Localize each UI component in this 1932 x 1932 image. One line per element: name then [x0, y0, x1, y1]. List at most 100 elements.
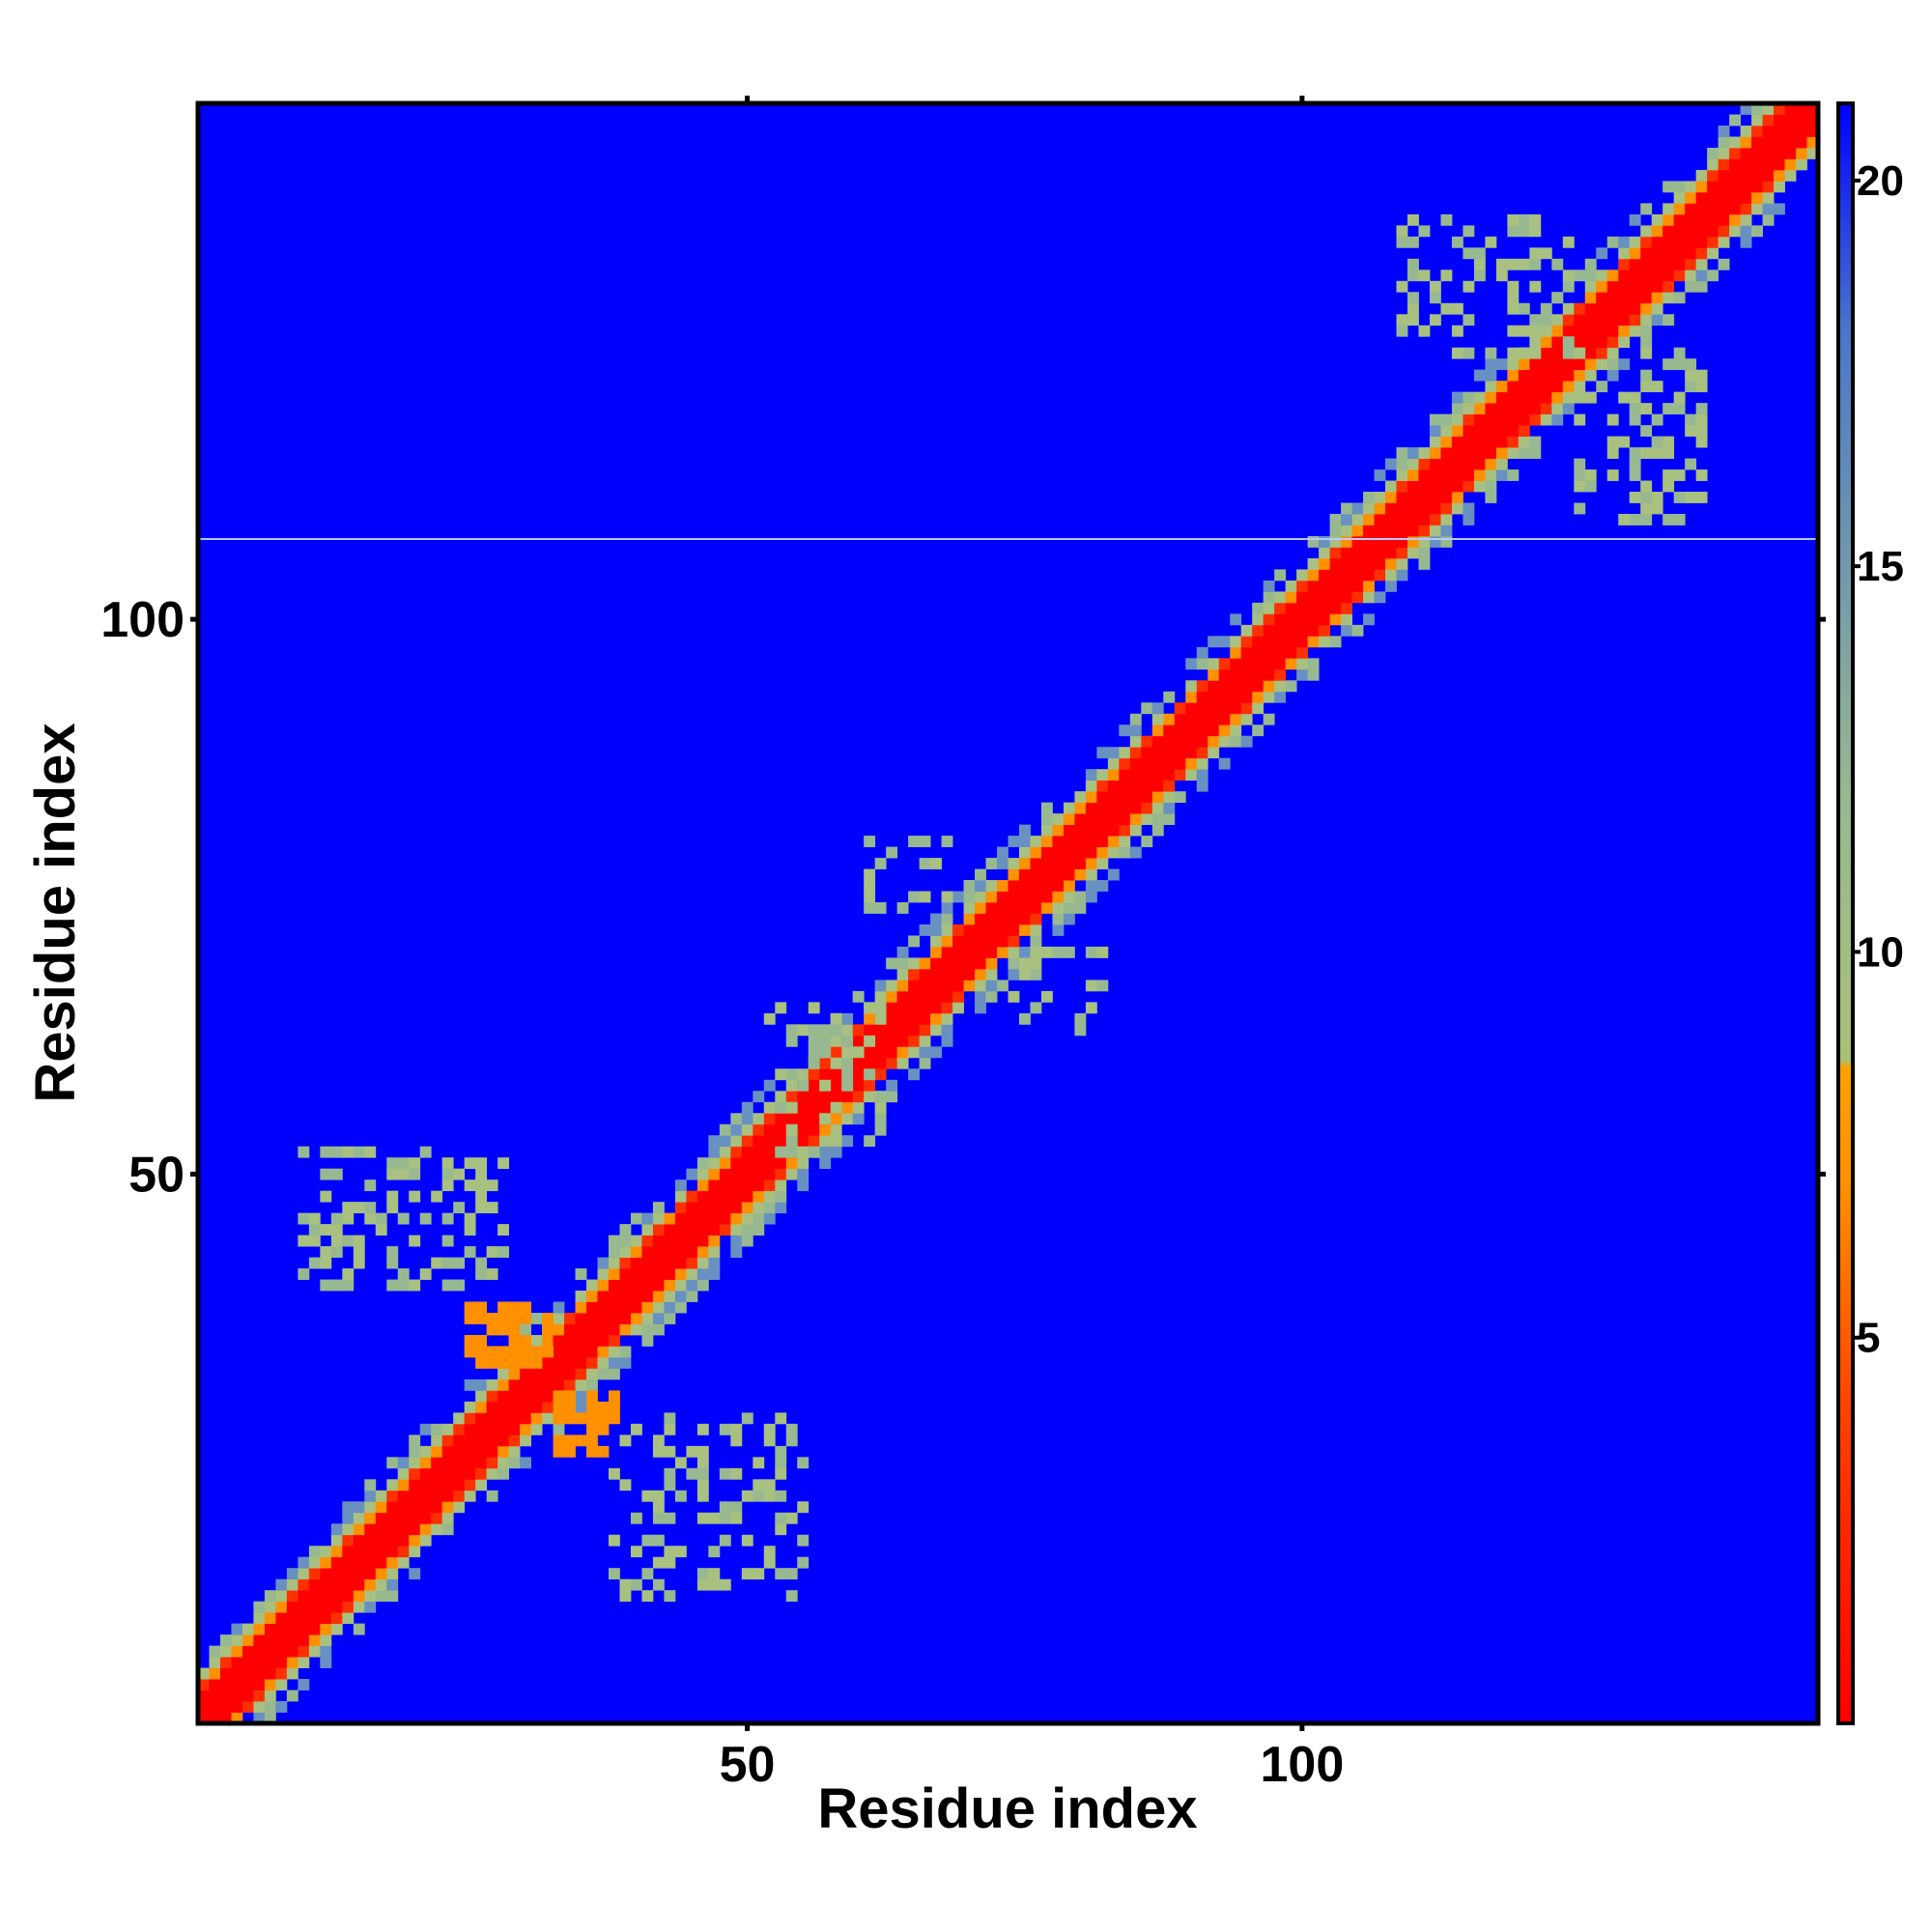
heatmap-cell [1451, 403, 1463, 415]
heatmap-cell [1596, 302, 1608, 315]
heatmap-cell [353, 1246, 365, 1258]
heatmap-cell [1540, 413, 1552, 426]
heatmap-cell [397, 1556, 410, 1569]
heatmap-cell [1629, 391, 1641, 404]
heatmap-cell [1429, 280, 1441, 293]
heatmap-cell [1052, 813, 1065, 826]
heatmap-cell [1030, 891, 1042, 903]
heatmap-cell [353, 1501, 365, 1514]
heatmap-cell [1218, 757, 1231, 770]
heatmap-cell [1119, 791, 1131, 804]
heatmap-cell [1240, 624, 1253, 637]
heatmap-cell [298, 1645, 310, 1658]
heatmap-cell [508, 1457, 521, 1469]
heatmap-cell [242, 1623, 254, 1635]
heatmap-cell [1174, 713, 1186, 725]
heatmap-cell [896, 957, 909, 970]
heatmap-cell [1707, 147, 1719, 159]
heatmap-cell [597, 1301, 610, 1314]
heatmap-cell [1463, 436, 1475, 448]
heatmap-cell [364, 1202, 377, 1214]
heatmap-cell [320, 1224, 332, 1236]
heatmap-cell [231, 1679, 243, 1690]
heatmap-cell [353, 1556, 365, 1569]
heatmap-cell [730, 1512, 743, 1524]
heatmap-cell [753, 1568, 765, 1580]
heatmap-cell [930, 957, 942, 970]
heatmap-cell [1174, 769, 1186, 781]
heatmap-cell [919, 1002, 931, 1014]
heatmap-cell [1806, 114, 1819, 127]
heatmap-cell [1796, 158, 1807, 171]
heatmap-cell [1518, 225, 1530, 238]
heatmap-cell [419, 1490, 432, 1502]
heatmap-cell [852, 1035, 865, 1047]
heatmap-cell [874, 1068, 887, 1081]
heatmap-cell [1640, 203, 1653, 215]
heatmap-cell [586, 1291, 598, 1302]
heatmap-cell [1529, 314, 1542, 327]
heatmap-cell [775, 1168, 787, 1180]
heatmap-cell [375, 1590, 387, 1603]
heatmap-cell [1640, 381, 1653, 393]
heatmap-cell [730, 1467, 743, 1480]
heatmap-cell [852, 1024, 865, 1037]
heatmap-cell [1274, 591, 1287, 604]
heatmap-cell [852, 1057, 865, 1069]
heatmap-cell [1307, 668, 1320, 681]
heatmap-cell [619, 1590, 632, 1603]
heatmap-cell [908, 935, 921, 948]
heatmap-cell [419, 1445, 432, 1458]
heatmap-cell [1030, 1002, 1042, 1014]
heatmap-cell [1185, 713, 1198, 725]
heatmap-cell [464, 1313, 476, 1324]
heatmap-cell [1418, 447, 1431, 459]
heatmap-cell [1440, 458, 1453, 470]
heatmap-cell [775, 1190, 787, 1203]
heatmap-cell [219, 1657, 232, 1668]
heatmap-cell [1252, 668, 1264, 681]
heatmap-cell [464, 1467, 476, 1480]
heatmap-cell [1784, 136, 1797, 149]
heatmap-cell [1662, 403, 1675, 415]
heatmap-cell [353, 1534, 365, 1547]
heatmap-cell [575, 1346, 587, 1358]
heatmap-cell [841, 1024, 854, 1037]
heatmap-cell [674, 1546, 687, 1558]
heatmap-cell [741, 1179, 753, 1192]
heatmap-cell [830, 1101, 842, 1114]
heatmap-cell [364, 1179, 377, 1192]
heatmap-cell [641, 1334, 654, 1347]
heatmap-cell [1274, 602, 1287, 614]
heatmap-cell [1119, 846, 1131, 859]
heatmap-cell [753, 1490, 765, 1502]
heatmap-cell [952, 957, 964, 970]
heatmap-cell [1574, 413, 1586, 426]
heatmap-cell [941, 891, 953, 903]
heatmap-cell [1385, 525, 1397, 537]
heatmap-cell [1495, 458, 1508, 470]
heatmap-cell [441, 1212, 454, 1225]
heatmap-cell [1274, 613, 1287, 626]
heatmap-cell [1729, 191, 1741, 204]
heatmap-cell [1396, 447, 1408, 459]
heatmap-cell [1274, 636, 1287, 648]
heatmap-cell [741, 1135, 753, 1148]
heatmap-cell [619, 1356, 632, 1369]
heatmap-cell [231, 1690, 243, 1702]
heatmap-cell [1463, 480, 1475, 493]
heatmap-cell [1806, 125, 1819, 137]
heatmap-cell [1085, 769, 1097, 781]
heatmap-cell [353, 1578, 365, 1591]
heatmap-cell [719, 1501, 731, 1514]
heatmap-cell [674, 1457, 687, 1469]
heatmap-cell [1574, 347, 1586, 359]
heatmap-cell [1695, 191, 1708, 204]
heatmap-cell [575, 1412, 587, 1425]
heatmap-cell [1374, 557, 1386, 570]
heatmap-cell [1584, 280, 1597, 293]
heatmap-cell [530, 1412, 543, 1425]
heatmap-cell [409, 1190, 421, 1203]
heatmap-cell [419, 1467, 432, 1480]
heatmap-cell [753, 1179, 765, 1192]
